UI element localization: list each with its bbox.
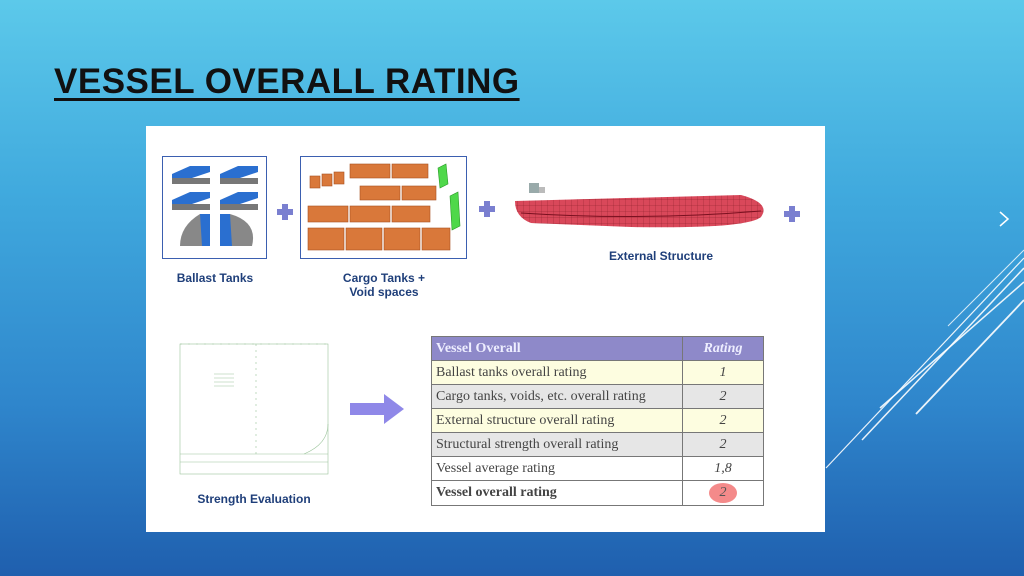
row-label: External structure overall rating — [431, 408, 683, 433]
table-row: Vessel average rating 1,8 — [431, 456, 764, 481]
row-rating: 2 — [682, 384, 764, 409]
cargo-tanks-label: Cargo Tanks + Void spaces — [300, 271, 468, 299]
row-rating: 2 — [682, 480, 764, 506]
table-row: External structure overall rating 2 — [431, 408, 764, 433]
external-structure-image — [515, 183, 764, 228]
chevron-right-icon — [999, 211, 1010, 227]
arrow-right-icon — [350, 394, 404, 424]
table-row: Structural strength overall rating 2 — [431, 432, 764, 457]
table-row: Ballast tanks overall rating 1 — [431, 360, 764, 385]
diagram-panel: Ballast Tanks Cargo Tanks + Void spaces — [146, 126, 825, 532]
row-rating: 1 — [682, 360, 764, 385]
row-label: Ballast tanks overall rating — [431, 360, 683, 385]
ballast-tanks-label: Ballast Tanks — [176, 271, 254, 285]
rating-table: Vessel Overall Rating Ballast tanks over… — [431, 336, 764, 506]
slide-title: VESSEL OVERALL RATING — [54, 62, 520, 101]
row-rating: 1,8 — [682, 456, 764, 481]
table-header-row: Vessel Overall Rating — [431, 336, 764, 361]
header-label: Vessel Overall — [431, 336, 683, 361]
table-row-overall: Vessel overall rating 2 — [431, 480, 764, 506]
ballast-tanks-image — [162, 156, 267, 259]
overall-rating-highlight: 2 — [709, 483, 737, 503]
table-row: Cargo tanks, voids, etc. overall rating … — [431, 384, 764, 409]
row-label: Vessel average rating — [431, 456, 683, 481]
strength-evaluation-label: Strength Evaluation — [197, 492, 311, 506]
cargo-label-line2: Void spaces — [349, 285, 419, 299]
row-label: Cargo tanks, voids, etc. overall rating — [431, 384, 683, 409]
row-rating: 2 — [682, 408, 764, 433]
plus-icon — [277, 204, 293, 220]
plus-icon — [784, 206, 800, 222]
external-structure-label: External Structure — [608, 249, 714, 263]
header-rating: Rating — [682, 336, 764, 361]
strength-evaluation-drawing — [179, 343, 329, 475]
cargo-label-line1: Cargo Tanks + — [342, 271, 426, 285]
plus-icon — [479, 201, 495, 217]
row-label: Vessel overall rating — [431, 480, 683, 506]
cargo-tanks-image — [300, 156, 467, 259]
row-rating: 2 — [682, 432, 764, 457]
row-label: Structural strength overall rating — [431, 432, 683, 457]
